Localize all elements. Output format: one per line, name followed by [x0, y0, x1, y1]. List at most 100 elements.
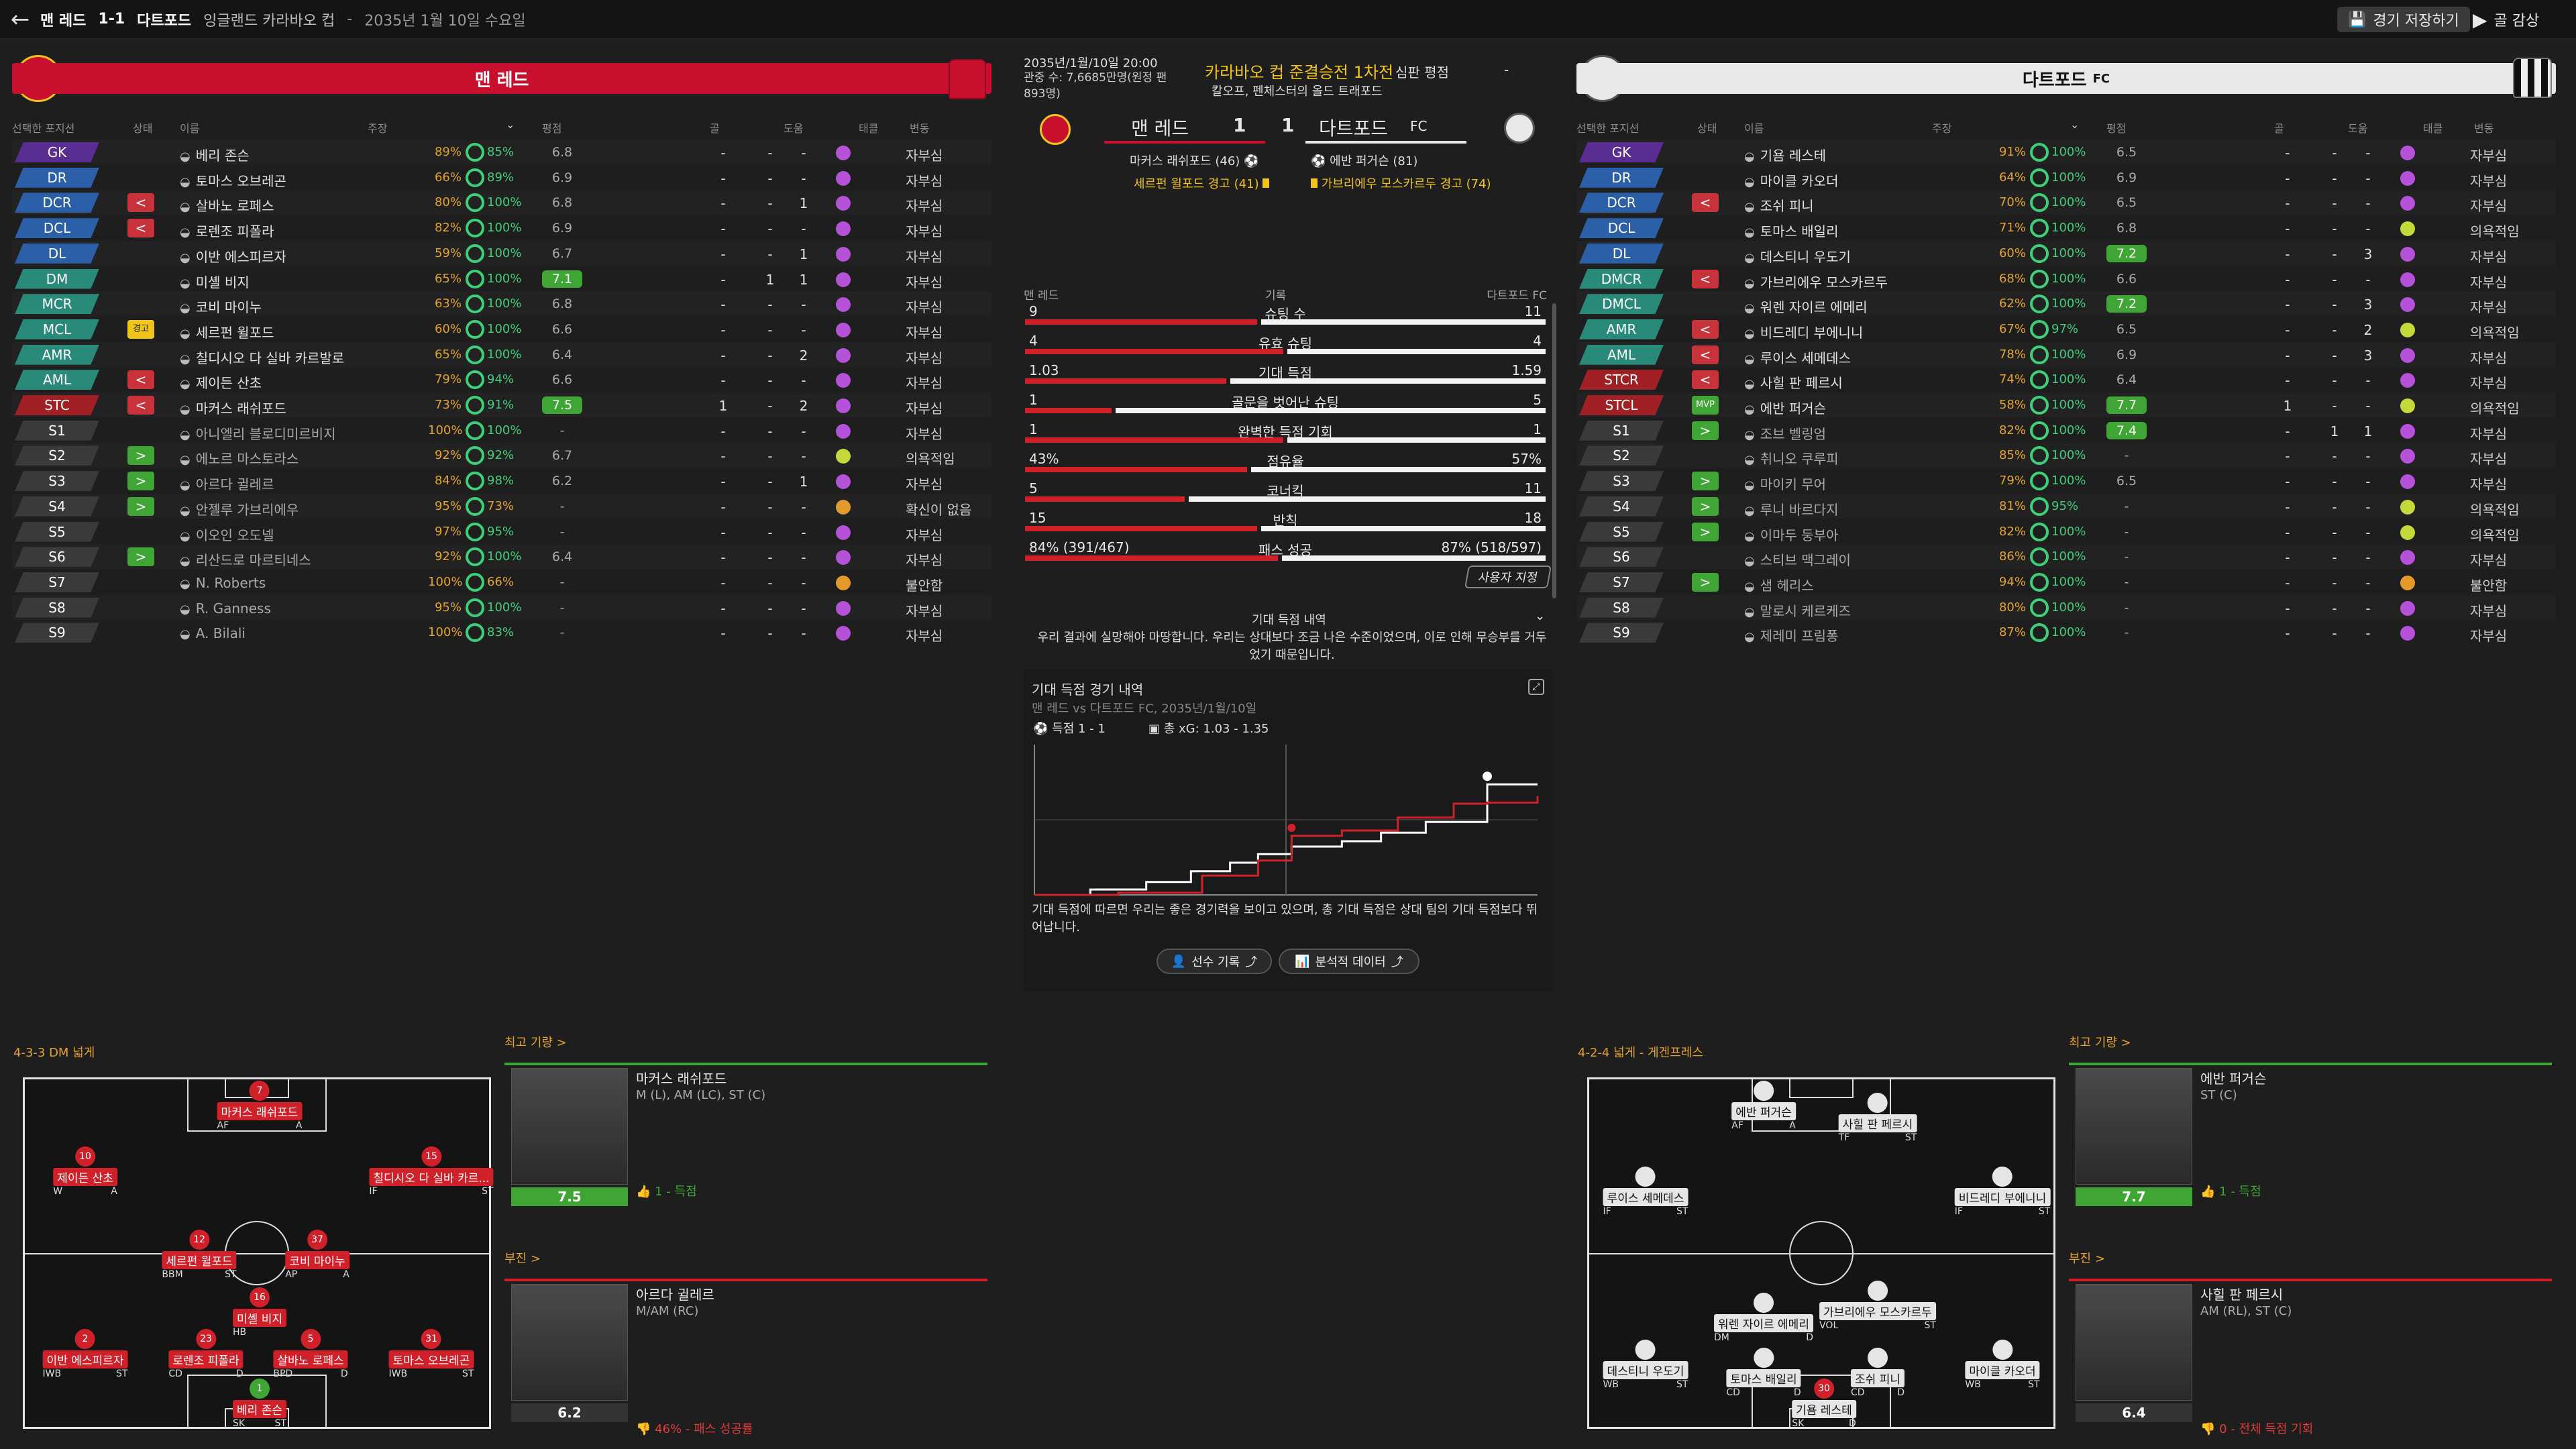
position-badge[interactable]: DM — [15, 268, 99, 289]
player-row[interactable]: DL ◒ 데스티니 우도기 60% 100% 7.2 - - 3 자부심 — [1576, 241, 2556, 266]
player-name[interactable]: ◒ 살바노 로페스 — [180, 195, 274, 215]
player-row[interactable]: S1 > ◒ 조브 벨링엄 82% 100% 7.4 - 1 1 자부심 — [1576, 418, 2556, 443]
chevron-down-icon[interactable]: ⌄ — [2070, 118, 2080, 131]
player-name[interactable]: ◒ 가브리에우 모스카르두 — [1744, 272, 1888, 291]
pitch-player[interactable]: 워렌 자이르 에메리 DM D — [1714, 1293, 1813, 1343]
player-row[interactable]: MCR ◒ 코비 마이누 63% 100% 6.8 - - - 자부심 — [12, 291, 991, 316]
player-row[interactable]: DR ◒ 토마스 오브레곤 66% 89% 6.9 - - - 자부심 — [12, 165, 991, 190]
pitch-player[interactable]: 마이클 카오더 WB ST — [1965, 1340, 2040, 1390]
position-badge[interactable]: DMCR — [1579, 268, 1664, 289]
away-col-header[interactable]: 이름 — [1744, 122, 1764, 135]
position-badge[interactable]: DL — [1579, 243, 1664, 264]
expand-icon[interactable]: ⤢ — [1528, 679, 1544, 695]
player-row[interactable]: AML < ◒ 제이든 산초 79% 94% 6.6 - - - 자부심 — [12, 367, 991, 392]
player-name[interactable]: ◒ 스티브 맥그레이 — [1744, 549, 1851, 569]
performer-name[interactable]: 사힐 판 페르시 — [2200, 1287, 2284, 1303]
player-row[interactable]: S3 > ◒ 아르다 귈레르 84% 98% 6.2 - - 1 자부심 — [12, 468, 991, 493]
home-performer-card[interactable]: 6.2 아르다 귈레르 M/AM (RC) 👎 46% - 패스 성공률 — [511, 1284, 981, 1445]
away-col-header[interactable]: 평점 — [2106, 122, 2127, 135]
home-col-header[interactable]: 이름 — [180, 122, 200, 135]
pitch-player[interactable]: 12 세르펀 윌포드 BBM ST — [162, 1230, 237, 1280]
position-badge[interactable]: S7 — [15, 572, 99, 592]
player-row[interactable]: DMCL ◒ 워렌 자이르 에메리 62% 100% 7.2 - - 3 자부심 — [1576, 291, 2556, 316]
chevron-down-icon[interactable]: ⌄ — [506, 118, 515, 131]
position-badge[interactable]: STC — [15, 395, 99, 415]
home-performer-card[interactable]: 7.5 마커스 래쉬포드 M (L), AM (LC), ST (C) 👍 1 - 득… — [511, 1068, 981, 1229]
player-row[interactable]: S8 ◒ R. Ganness 95% 100% - - - - 자부심 — [12, 595, 991, 620]
player-row[interactable]: STCL MVP ◒ 에반 퍼거슨 58% 100% 7.7 1 - - 의욕적임 — [1576, 392, 2556, 417]
pitch-player[interactable]: 5 살바노 로페스 BPD D — [273, 1329, 348, 1379]
position-badge[interactable]: S3 — [1579, 471, 1664, 492]
player-row[interactable]: S2 ◒ 취니오 쿠루피 85% 100% - - - - 자부심 — [1576, 443, 2556, 468]
player-name[interactable]: ◒ 코비 마이누 — [180, 297, 262, 316]
player-name[interactable]: ◒ 조브 벨링엄 — [1744, 423, 1826, 443]
save-match-button[interactable]: 💾 경기 저장하기 — [2337, 7, 2470, 32]
away-performer-card[interactable]: 6.4 사힐 판 페르시 AM (RL), ST (C) 👎 0 - 전체 득점 기회 — [2076, 1284, 2545, 1445]
player-row[interactable]: DCL < ◒ 로렌조 피폴라 82% 100% 6.9 - - - 자부심 — [12, 215, 991, 240]
player-row[interactable]: S7 ◒ N. Roberts 100% 66% - - - - 불안함 — [12, 570, 991, 594]
player-name[interactable]: ◒ 이오인 오도넬 — [180, 525, 274, 544]
position-badge[interactable]: S9 — [1579, 623, 1664, 643]
pitch-player[interactable]: 토마스 배일리 CD D — [1726, 1348, 1801, 1398]
away-worst-label[interactable]: 부진 > — [2069, 1252, 2105, 1266]
player-name[interactable]: ◒ 말로시 케르케즈 — [1744, 600, 1851, 620]
pitch-player[interactable]: 에반 퍼거슨 AF A — [1731, 1081, 1796, 1131]
home-best-label[interactable]: 최고 기량 > — [504, 1036, 567, 1050]
position-badge[interactable]: DMCL — [1579, 294, 1664, 315]
away-team-crumb[interactable]: 다트포드 — [137, 12, 192, 30]
player-name[interactable]: ◒ 샘 헤리스 — [1744, 575, 1814, 594]
player-row[interactable]: DCL ◒ 토마스 배일리 71% 100% 6.8 - - - 의욕적임 — [1576, 215, 2556, 240]
position-badge[interactable]: S6 — [1579, 547, 1664, 568]
player-row[interactable]: AMR < ◒ 비드레디 부에니니 67% 97% 6.5 - - 2 의욕적임 — [1576, 317, 2556, 341]
player-name[interactable]: ◒ 베리 존슨 — [180, 145, 250, 164]
player-name[interactable]: ◒ 마이키 무어 — [1744, 474, 1826, 493]
player-row[interactable]: S8 ◒ 말로시 케르케즈 80% 100% - - - - 자부심 — [1576, 595, 2556, 620]
position-badge[interactable]: DR — [15, 167, 99, 188]
pitch-player[interactable]: 2 이반 에스피르자 IWB ST — [42, 1329, 128, 1379]
player-name[interactable]: ◒ 로렌조 피폴라 — [180, 221, 274, 240]
position-badge[interactable]: STCR — [1579, 370, 1664, 390]
position-badge[interactable]: S4 — [15, 496, 99, 517]
away-col-header[interactable]: 주장 — [1932, 122, 1952, 135]
player-name[interactable]: ◒ 안젤루 가브리에우 — [180, 499, 299, 519]
stats-scrollbar[interactable] — [1552, 303, 1556, 598]
player-row[interactable]: S4 > ◒ 루니 바르다지 81% 95% - - - - 의욕적임 — [1576, 494, 2556, 519]
away-performer-card[interactable]: 7.7 에반 퍼거슨 ST (C) 👍 1 - 득점 — [2076, 1068, 2545, 1229]
custom-stats-button[interactable]: 사용자 지정 — [1464, 566, 1552, 588]
player-row[interactable]: S1 ◒ 아니엘리 블로디미르비지 100% 100% - - - - 자부심 — [12, 418, 991, 443]
position-badge[interactable]: S8 — [15, 597, 99, 618]
position-badge[interactable]: DL — [15, 243, 99, 264]
player-row[interactable]: AML < ◒ 루이스 세메데스 78% 100% 6.9 - - 3 자부심 — [1576, 342, 2556, 367]
player-name[interactable]: ◒ 토마스 오브레곤 — [180, 170, 286, 190]
player-stats-button[interactable]: 👤 선수 기록 ⤴ — [1157, 949, 1272, 974]
position-badge[interactable]: GK — [15, 142, 99, 162]
player-name[interactable]: ◒ 제이든 산초 — [180, 372, 262, 392]
player-name[interactable]: ◒ 데스티니 우도기 — [1744, 246, 1851, 266]
position-badge[interactable]: S2 — [1579, 445, 1664, 466]
position-badge[interactable]: S5 — [1579, 521, 1664, 542]
position-badge[interactable]: S1 — [1579, 420, 1664, 441]
position-badge[interactable]: S4 — [1579, 496, 1664, 517]
position-badge[interactable]: S3 — [15, 471, 99, 492]
match-competition[interactable]: 카라바오 컵 준결승전 1차전 — [1205, 63, 1394, 82]
player-row[interactable]: DR ◒ 마이클 카오더 64% 100% 6.9 - - - 자부심 — [1576, 165, 2556, 190]
position-badge[interactable]: S6 — [15, 547, 99, 568]
player-row[interactable]: S7 > ◒ 샘 헤리스 94% 100% - - - - 불안함 — [1576, 570, 2556, 594]
performer-name[interactable]: 에반 퍼거슨 — [2200, 1071, 2267, 1087]
player-name[interactable]: ◒ N. Roberts — [180, 575, 266, 591]
away-col-header[interactable]: 도움 — [2348, 122, 2368, 135]
player-name[interactable]: ◒ 아르다 귈레르 — [180, 474, 274, 493]
player-row[interactable]: DM ◒ 미셸 비지 65% 100% 7.1 - 1 1 자부심 — [12, 266, 991, 291]
position-badge[interactable]: DCL — [1579, 218, 1664, 239]
position-badge[interactable]: AML — [1579, 344, 1664, 365]
player-name[interactable]: ◒ 에노르 마스토라스 — [180, 448, 299, 468]
pitch-player[interactable]: 조쉬 피니 CD D — [1851, 1348, 1904, 1398]
player-name[interactable]: ◒ 사힐 판 페르시 — [1744, 372, 1843, 392]
home-worst-label[interactable]: 부진 > — [504, 1252, 541, 1266]
position-badge[interactable]: AMR — [1579, 319, 1664, 339]
player-row[interactable]: DCR < ◒ 조쉬 피니 70% 100% 6.5 - - - 자부심 — [1576, 190, 2556, 215]
position-badge[interactable]: S9 — [15, 623, 99, 643]
player-row[interactable]: GK ◒ 베리 존슨 89% 85% 6.8 - - - 자부심 — [12, 140, 991, 164]
position-badge[interactable]: AML — [15, 370, 99, 390]
player-row[interactable]: S9 ◒ 제레미 프림퐁 87% 100% - - - - 자부심 — [1576, 620, 2556, 645]
